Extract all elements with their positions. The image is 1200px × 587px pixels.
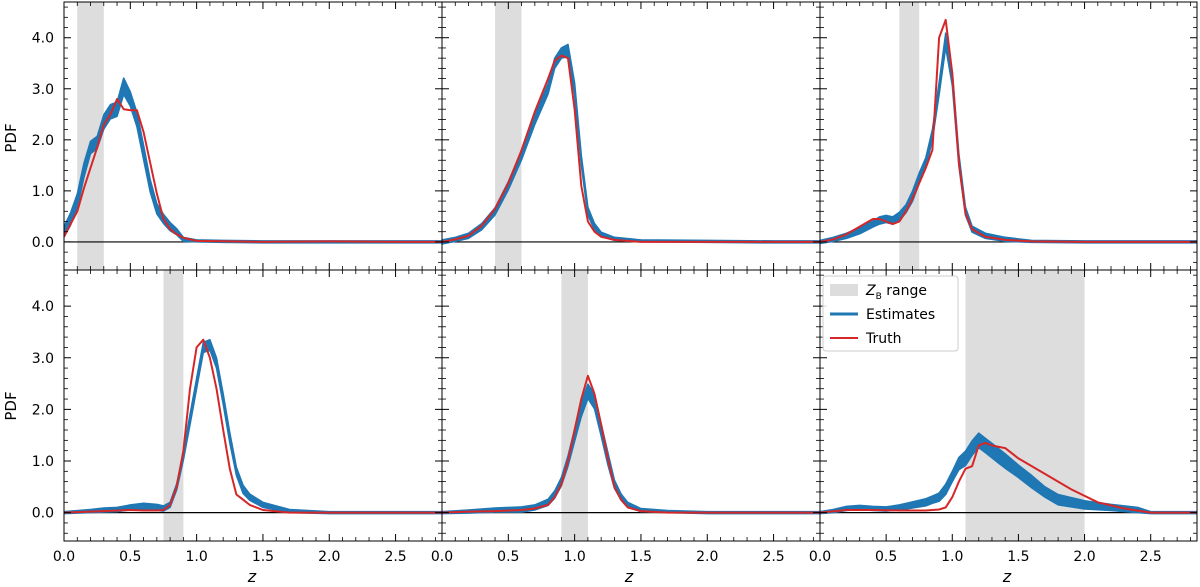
- truth-line: [64, 98, 442, 243]
- panel-plot-area-2: [442, 2, 820, 270]
- x-axis-label-2: z: [624, 567, 634, 586]
- legend: ZB range Estimates Truth: [822, 275, 959, 352]
- x-tick-label: 2.0: [318, 549, 340, 565]
- axes-text-layer: PDF PDF z z z: [2, 123, 1012, 586]
- x-tick-label: 1.0: [941, 549, 963, 565]
- x-tick-label: 2.0: [1073, 549, 1095, 565]
- x-tick-label: 0.0: [431, 549, 453, 565]
- panel-frame: [819, 269, 1198, 542]
- truth-line: [820, 441, 1197, 514]
- estimates-band: [442, 383, 820, 515]
- panel-6: 0.0 0.5 1.0 1.5 2.0 2.5: [809, 269, 1198, 565]
- truth-line: [442, 374, 820, 514]
- x-tick-label: 0.5: [119, 549, 141, 565]
- x-tick-label: 1.5: [630, 549, 652, 565]
- x-tick-label: 0.0: [809, 549, 831, 565]
- panel-plot-area-4: [64, 270, 442, 541]
- truth-line: [64, 338, 442, 514]
- panel-3: [819, 1, 1198, 271]
- panel-plot-area-6: [820, 270, 1197, 541]
- panels-layer: 0.0 1.0 2.0 3.0 4.0 0.0 1.0 2.0 3.0 4.0 0.0 0.5 1.0 1…: [32, 1, 1198, 565]
- estimates-band: [820, 32, 1197, 245]
- y-axis-label-bottom: PDF: [2, 391, 20, 420]
- y-tick-label: 2.0: [32, 133, 54, 149]
- y-tick-label: 1.0: [32, 454, 54, 470]
- x-tick-label: 0.0: [53, 549, 75, 565]
- x-tick-label: 1.0: [185, 549, 207, 565]
- panel-plot-area-3: [820, 2, 1197, 270]
- zb-range-band: [495, 2, 522, 270]
- legend-label-estimates: Estimates: [866, 307, 935, 323]
- legend-label-band: ZB range: [865, 283, 927, 302]
- panel-1: 0.0 1.0 2.0 3.0 4.0: [32, 1, 443, 271]
- y-tick-label: 0.0: [32, 506, 54, 522]
- x-tick-label: 0.5: [497, 549, 519, 565]
- truth-line: [442, 54, 820, 243]
- x-tick-label: 2.5: [1140, 549, 1162, 565]
- x-axis-label-1: z: [247, 567, 257, 586]
- y-tick-label: 4.0: [32, 31, 54, 47]
- panel-2: [441, 1, 821, 271]
- y-tick-label: 2.0: [32, 402, 54, 418]
- legend-label-truth: Truth: [865, 331, 902, 347]
- panel-plot-area-1: [64, 2, 442, 270]
- panel-frame: [441, 269, 821, 542]
- estimates-band: [820, 432, 1197, 515]
- estimates-band: [442, 43, 820, 245]
- x-tick-label: 1.0: [563, 549, 585, 565]
- panel-4: 0.0 1.0 2.0 3.0 4.0 0.0 0.5 1.0 1.5 2.0 2.5: [32, 269, 443, 565]
- x-tick-label: 2.5: [384, 549, 406, 565]
- x-tick-label: 0.5: [875, 549, 897, 565]
- panel-frame: [819, 1, 1198, 271]
- y-tick-label: 4.0: [32, 299, 54, 315]
- y-tick-label: 3.0: [32, 351, 54, 367]
- estimates-band: [64, 338, 442, 515]
- truth-line: [820, 18, 1197, 243]
- y-tick-label: 1.0: [32, 184, 54, 200]
- panel-plot-area-5: [442, 270, 820, 541]
- x-tick-label: 1.5: [252, 549, 274, 565]
- y-tick-label: 3.0: [32, 82, 54, 98]
- y-tick-label: 0.0: [32, 235, 54, 251]
- panel-frame: [63, 1, 443, 271]
- panel-5: 0.0 0.5 1.0 1.5 2.0 2.5: [431, 269, 821, 565]
- y-axis-label-top: PDF: [2, 123, 20, 152]
- x-tick-label: 1.5: [1007, 549, 1029, 565]
- x-axis-label-3: z: [1002, 567, 1012, 586]
- x-tick-label: 2.5: [762, 549, 784, 565]
- x-tick-label: 2.0: [696, 549, 718, 565]
- zb-range-band: [899, 2, 920, 270]
- legend-swatch-band: [830, 284, 858, 296]
- estimates-band: [64, 77, 442, 244]
